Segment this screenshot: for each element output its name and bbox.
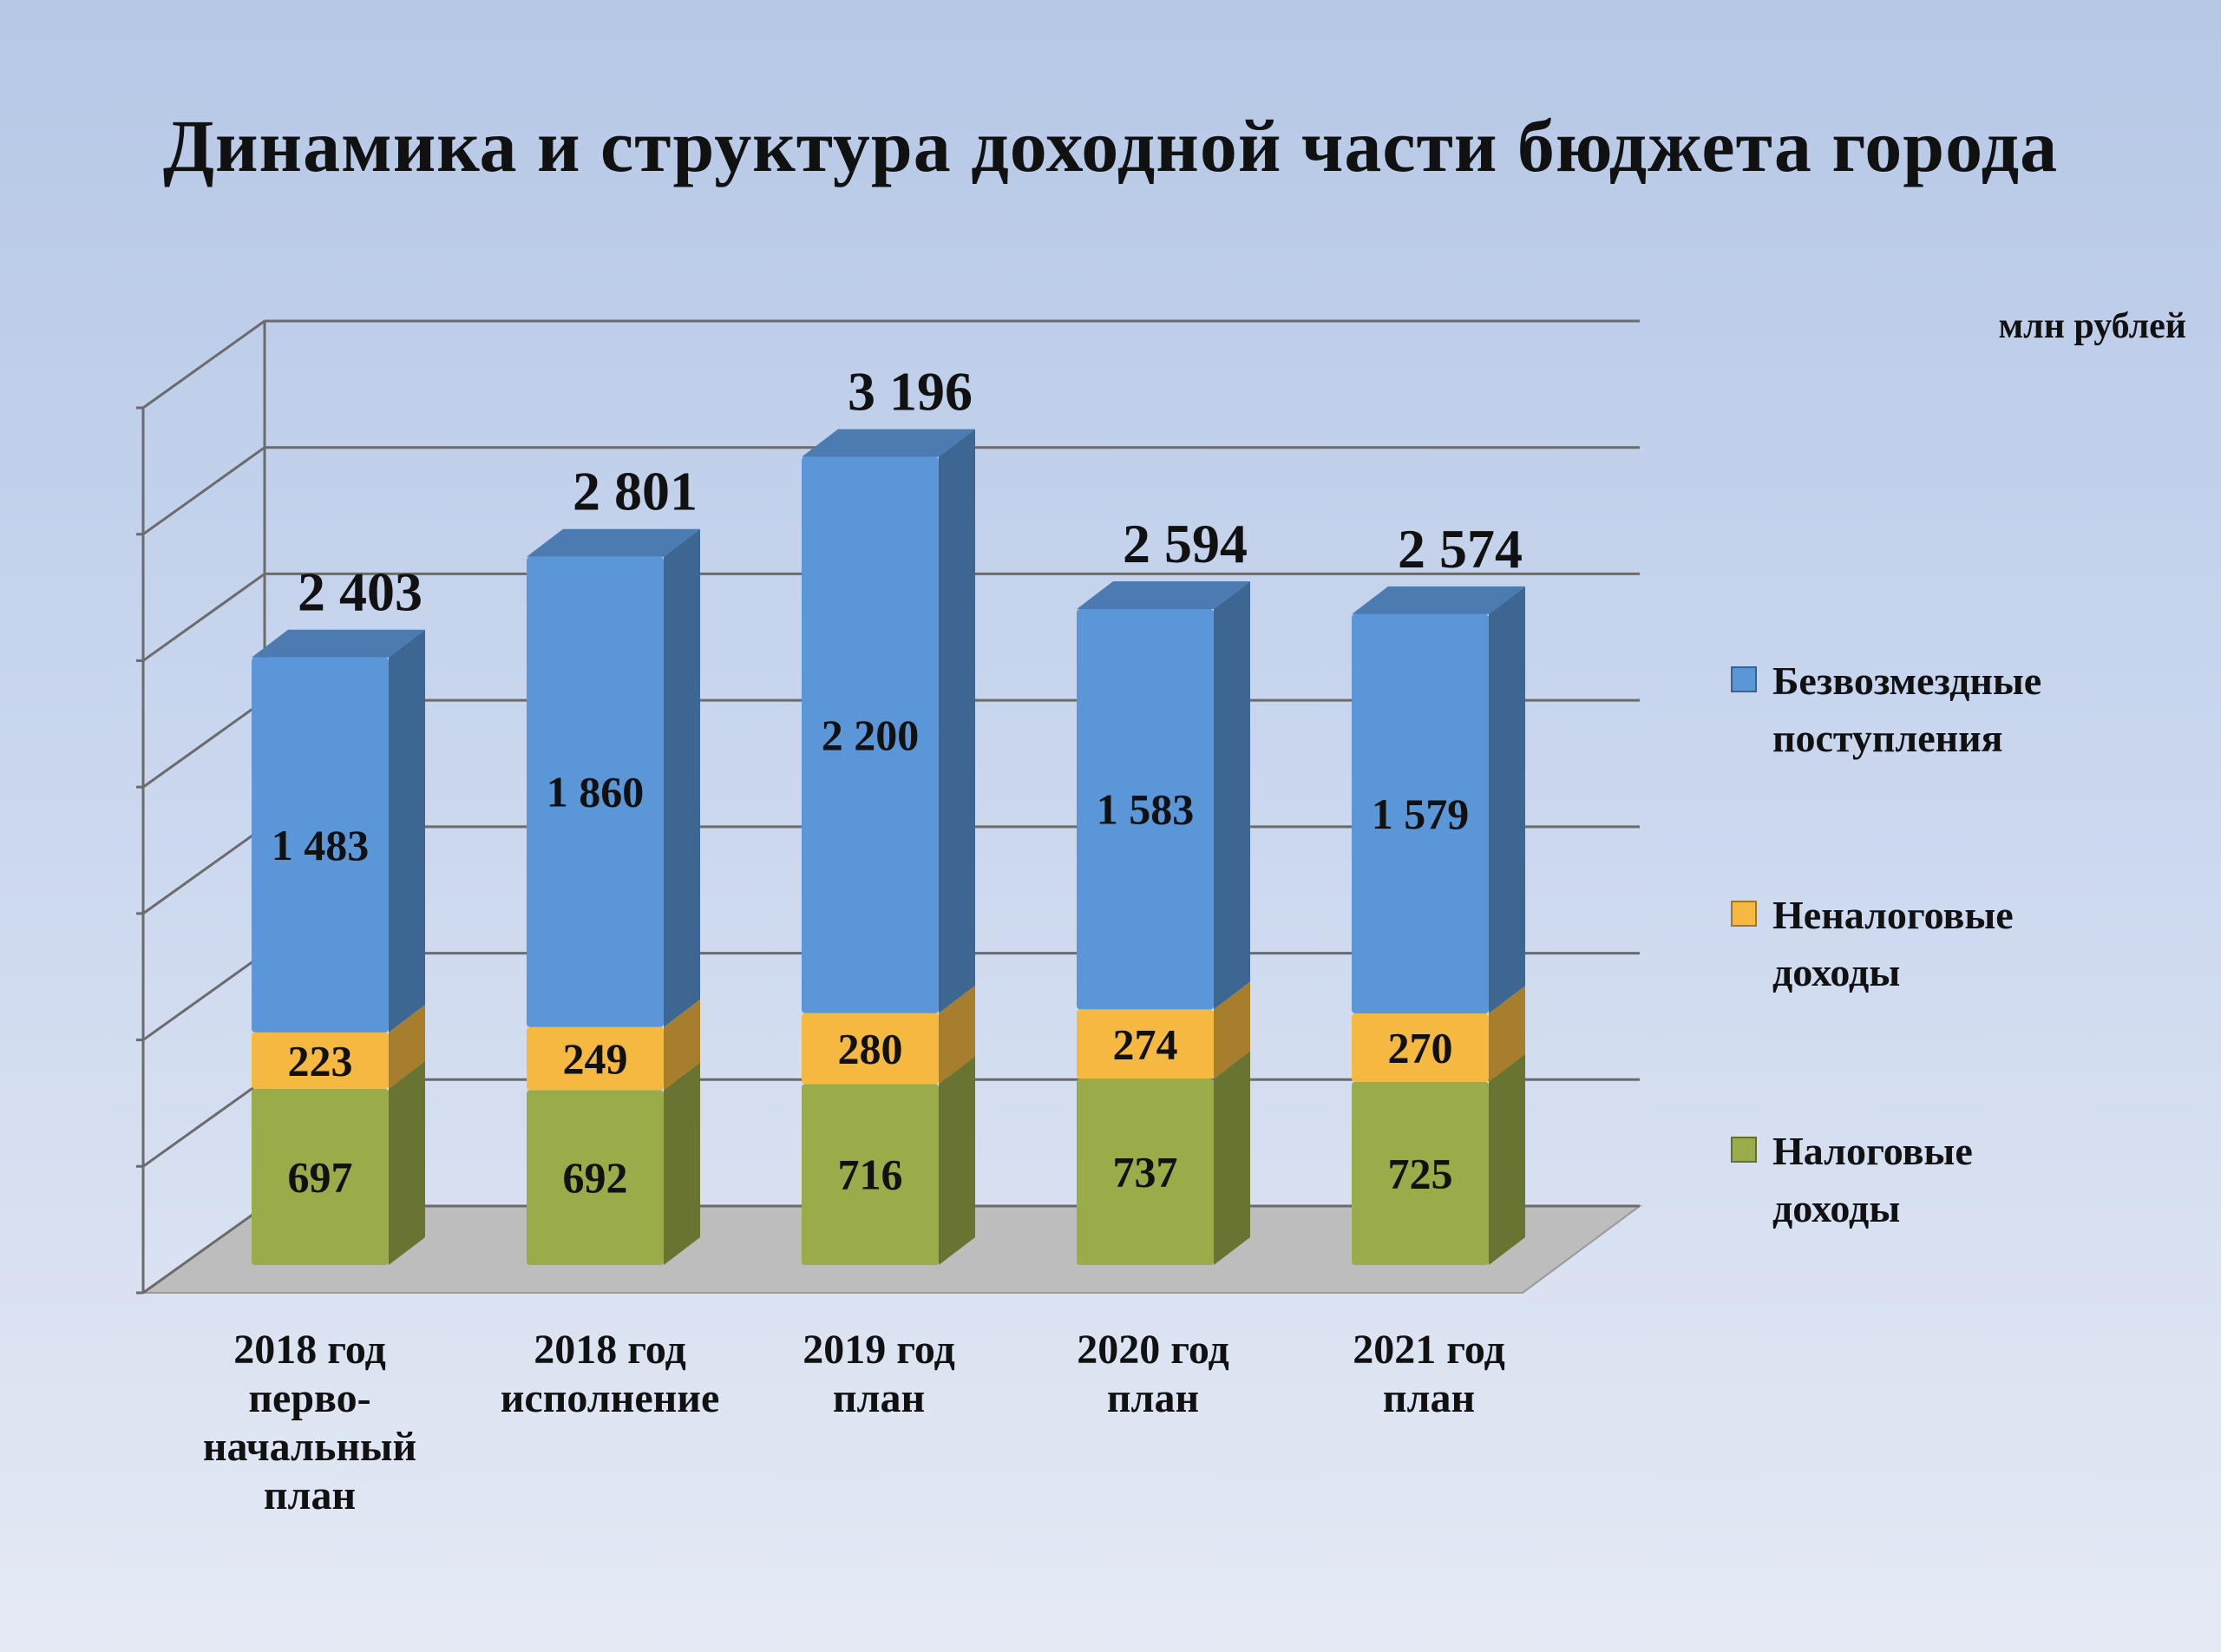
data-label-tax: 725 (1388, 1149, 1453, 1197)
data-label-grants: 1 860 (547, 768, 645, 816)
total-label: 3 196 (848, 361, 973, 423)
legend-label-nontax: Неналоговые доходы (1772, 893, 2014, 994)
x-tick-label: 2018 год перво- начальный план (202, 1327, 417, 1518)
bar-segment-tax (1352, 1053, 1525, 1265)
legend-swatch-tax (1731, 1137, 1757, 1163)
legend-label-tax: Налоговые доходы (1772, 1129, 1973, 1230)
gridline-diagonal (142, 573, 265, 662)
x-tick-label: 2021 год план (1353, 1327, 1505, 1421)
data-label-tax: 716 (838, 1150, 903, 1199)
bar-segment-grants (252, 629, 425, 1032)
bar-segment-nontax (802, 985, 975, 1085)
bar-segment-nontax (1077, 981, 1250, 1079)
data-label-nontax: 280 (838, 1025, 903, 1073)
data-label-nontax: 274 (1113, 1019, 1178, 1068)
legend-swatch-grants (1731, 666, 1757, 692)
bar-segment-grants (1077, 581, 1250, 1010)
bar-segment-nontax (1352, 986, 1525, 1082)
gridline-diagonal (142, 698, 265, 789)
bar-segment-tax (252, 1060, 425, 1265)
data-label-grants: 1 579 (1372, 790, 1470, 838)
gridline-diagonal (142, 952, 265, 1041)
data-label-grants: 1 483 (272, 821, 370, 869)
gridline-diagonal (142, 1204, 265, 1295)
gridline-diagonal (142, 446, 265, 535)
data-label-grants: 2 200 (822, 711, 920, 759)
data-label-tax: 692 (563, 1153, 628, 1202)
bar-segment-nontax (252, 1004, 425, 1089)
data-label-tax: 737 (1113, 1148, 1178, 1196)
bar-segment-tax (527, 1062, 700, 1265)
bar-segment-nontax (527, 999, 700, 1091)
data-label-nontax: 270 (1388, 1023, 1453, 1072)
legend-swatch-nontax (1731, 901, 1757, 927)
data-label-grants: 1 583 (1097, 785, 1195, 834)
bar-segment-tax (1077, 1051, 1250, 1265)
bar-segment-tax (802, 1056, 975, 1265)
labels-layer: 697 223 1 483 2 403 692 249 1 860 2 801 716 280 2 … (272, 361, 1523, 1203)
chart-title: Динамика и структура доходной части бюдж… (162, 104, 2059, 187)
bar-segment-grants (527, 528, 700, 1027)
x-tick-label: 2018 год исполнение (500, 1327, 720, 1421)
gridline-diagonal (142, 1078, 265, 1168)
gridline-diagonal (142, 319, 265, 410)
data-label-nontax: 223 (288, 1036, 353, 1085)
unit-label: млн рублей (1998, 306, 2186, 346)
total-label: 2 594 (1123, 513, 1248, 574)
gridline-diagonal (142, 825, 265, 915)
data-label-nontax: 249 (563, 1034, 628, 1083)
total-label: 2 574 (1398, 518, 1523, 580)
total-label: 2 801 (573, 461, 698, 522)
bar-segment-grants (802, 429, 975, 1013)
data-label-tax: 697 (288, 1152, 353, 1201)
bars-layer (252, 429, 1525, 1265)
legend-label-grants: Безвозмездные поступления (1772, 659, 2042, 760)
x-tick-label: 2019 год план (803, 1327, 955, 1421)
x-tick-label: 2020 год план (1077, 1327, 1229, 1421)
total-label: 2 403 (298, 561, 423, 623)
bar-segment-grants (1352, 586, 1525, 1014)
